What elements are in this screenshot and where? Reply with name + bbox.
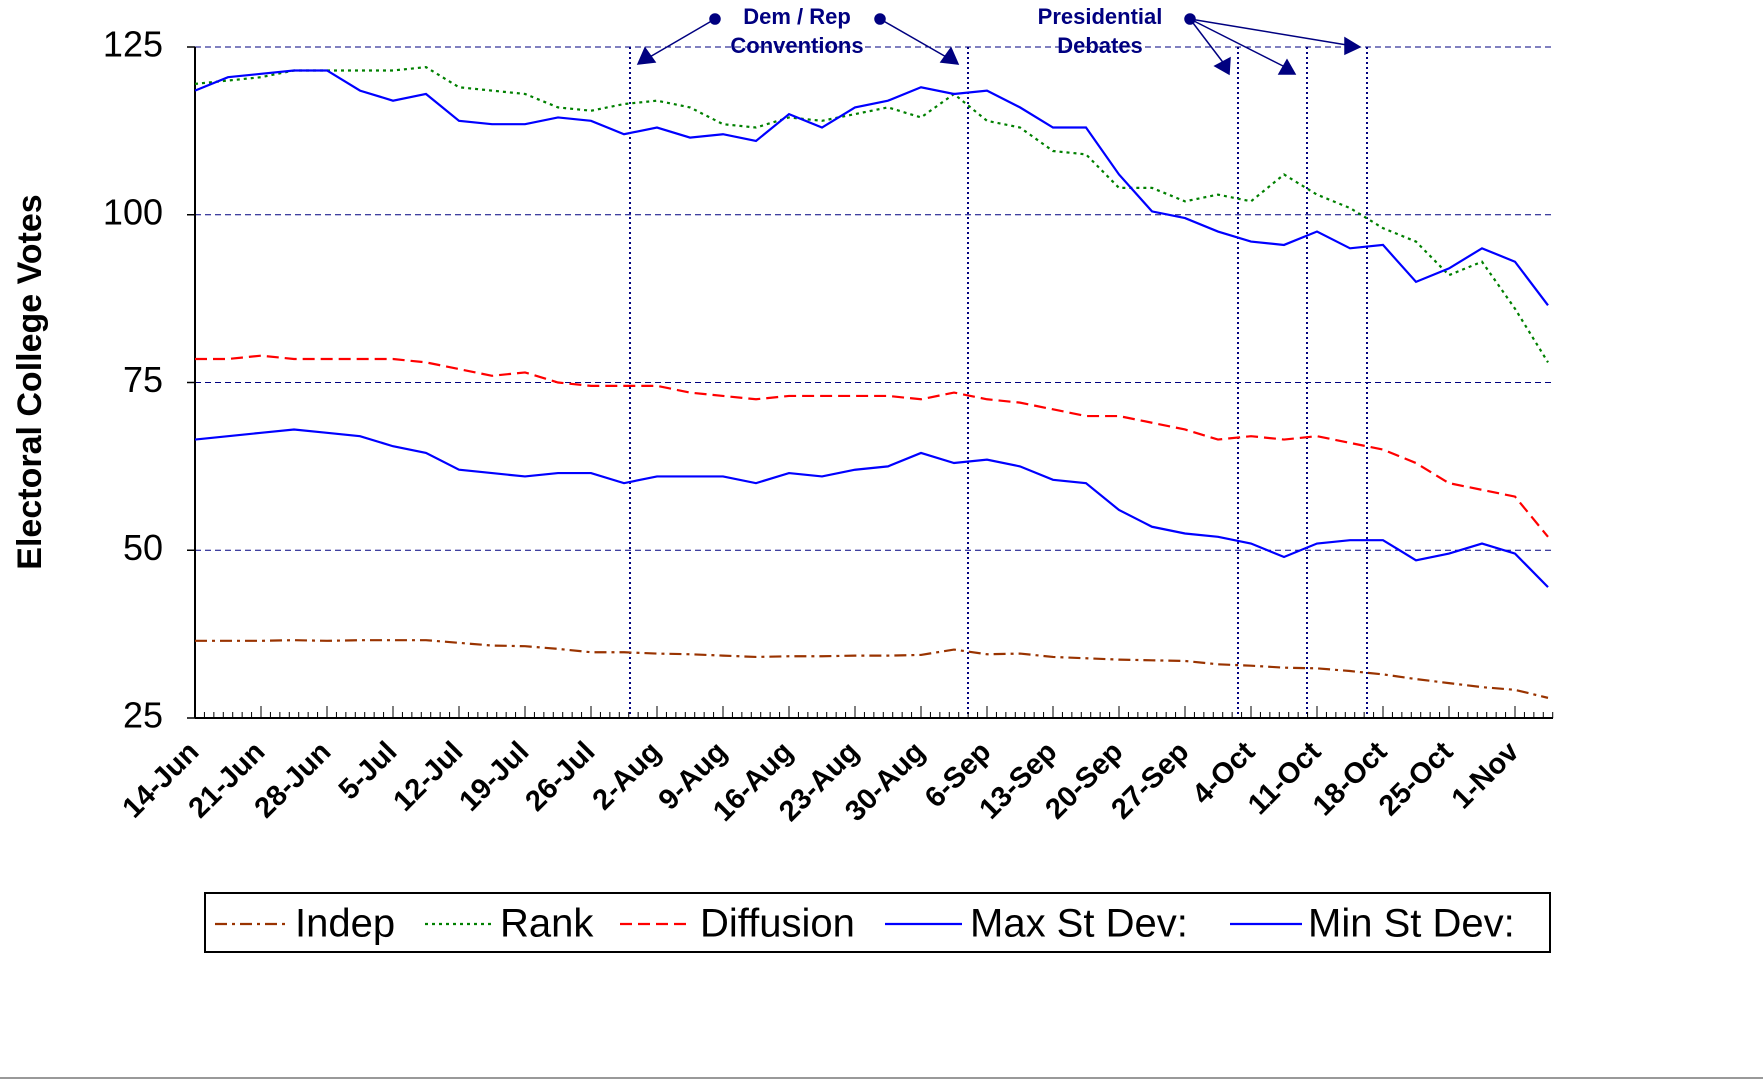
arrow-head	[1344, 36, 1362, 56]
arrow	[1189, 18, 1226, 66]
x-tick-label: 18-Oct	[1307, 735, 1394, 822]
arrow	[1189, 18, 1286, 68]
legend-label: Min St Dev:	[1308, 902, 1515, 946]
y-tick-label: 75	[123, 359, 163, 400]
legend-label: Max St Dev:	[970, 902, 1188, 946]
annotation: Debates	[1057, 33, 1143, 58]
annotation-arrows	[636, 13, 1362, 76]
arrow	[879, 18, 949, 59]
arrow	[647, 18, 716, 59]
annotation: Presidential	[1038, 4, 1163, 29]
y-tick-label: 25	[123, 695, 163, 736]
y-tick-label: 125	[103, 24, 163, 65]
y-axis-label: Electoral College Votes	[11, 194, 49, 569]
arrow-head	[1277, 58, 1297, 75]
arrow-head	[939, 46, 960, 65]
series-line	[194, 428, 1549, 588]
legend-box	[204, 892, 1551, 953]
legend-label: Indep	[295, 902, 395, 946]
x-tick-label: 12-Jul	[387, 736, 469, 818]
arrow	[1189, 18, 1348, 46]
series-line	[195, 354, 1549, 538]
x-tick-label: 2-Aug	[587, 736, 668, 817]
series-line	[194, 69, 1549, 306]
annotation: Conventions	[730, 33, 863, 58]
x-tick-label: 26-Jul	[519, 736, 601, 818]
legend-label: Diffusion	[700, 902, 855, 946]
legend-label: Rank	[500, 902, 594, 946]
x-tick-label: 19-Jul	[453, 736, 535, 818]
x-tick-label: 25-Oct	[1373, 735, 1460, 822]
x-tick-label: 1-Nov	[1446, 736, 1526, 816]
y-tick-label: 100	[103, 191, 163, 232]
annotation: Dem / Rep	[743, 4, 851, 29]
series-line	[194, 65, 1549, 363]
arrow-head	[1213, 56, 1231, 76]
arrow-head	[636, 46, 657, 65]
series-line	[195, 639, 1549, 699]
y-tick-label: 50	[123, 527, 163, 568]
